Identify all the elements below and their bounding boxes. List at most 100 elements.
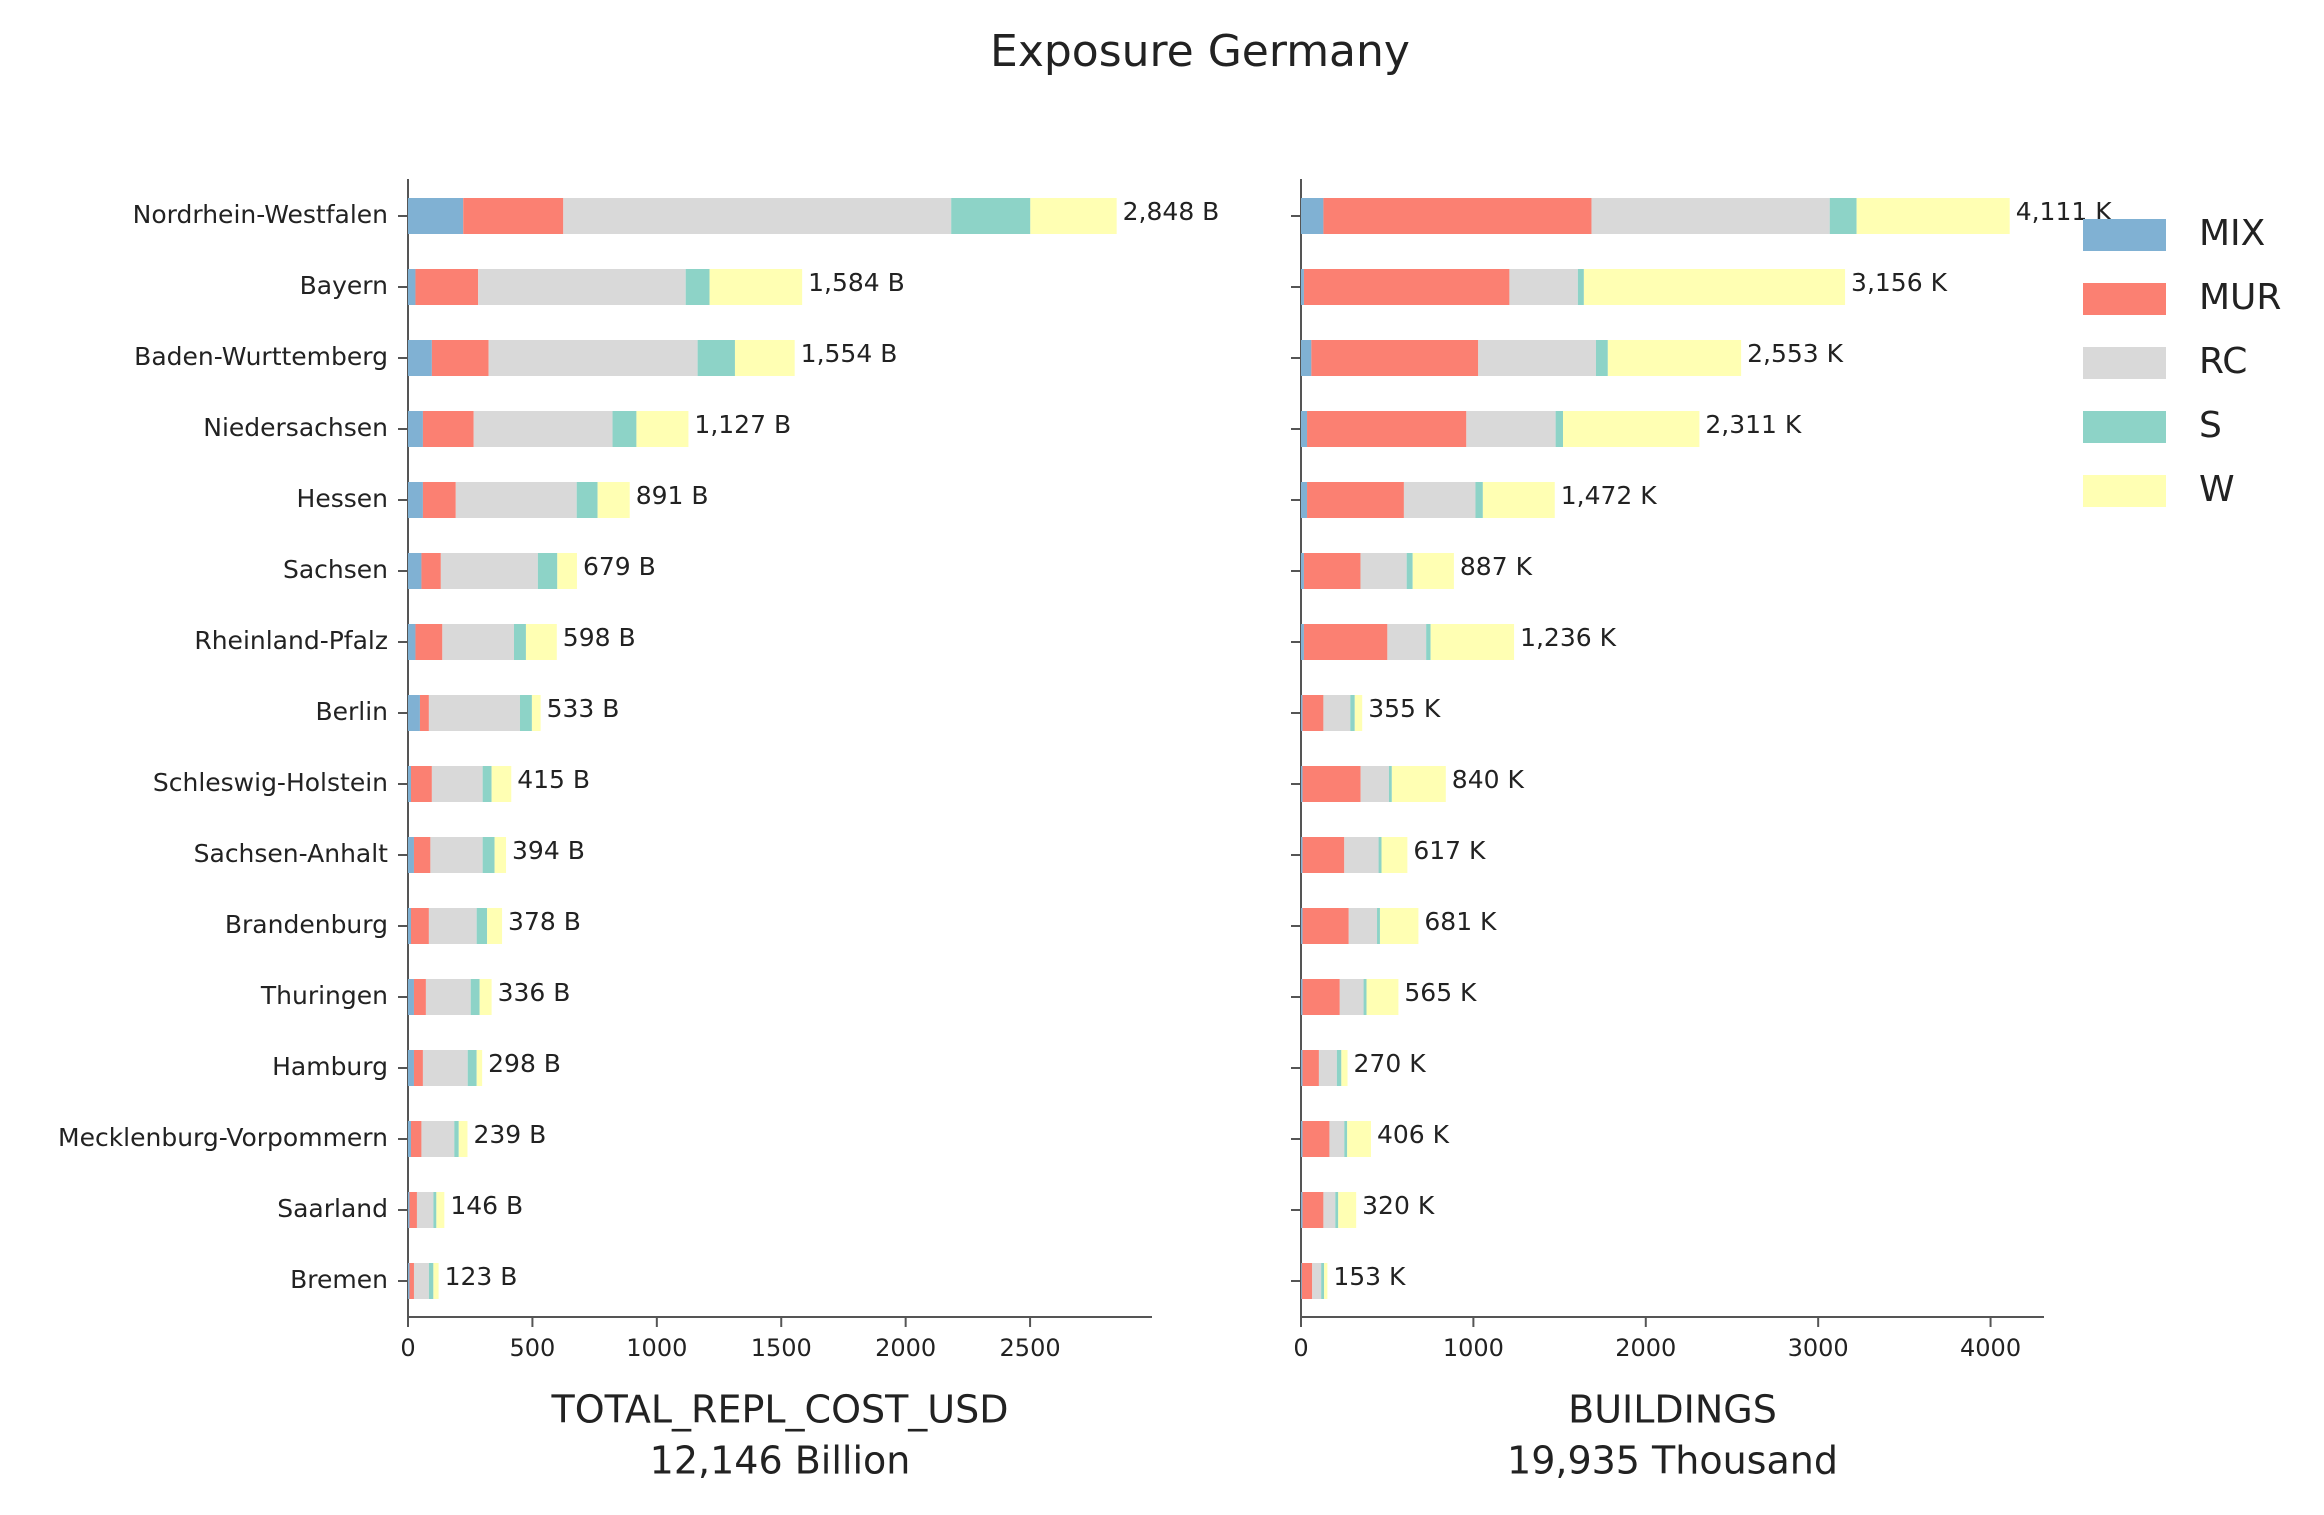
total-label: 679 B [583,552,656,581]
bar-segment [1321,1263,1325,1299]
bar-segment [455,482,577,518]
bar-segment [408,1192,410,1228]
total-label: 1,127 B [694,410,791,439]
bar-segment [1301,198,1324,234]
bar-segment [1301,766,1303,802]
bar-segment [563,198,952,234]
bar-segment [476,908,488,944]
chart-title: Exposure Germany [990,26,1410,77]
bar-segment [537,553,558,589]
bar-segment [1363,979,1367,1015]
bar-segment [1350,695,1355,731]
total-label: 394 B [512,836,585,865]
bar-segment [415,269,479,305]
x-axis-label: 19,935 Thousand [1507,1439,1838,1483]
x-axis-label: BUILDINGS [1568,1388,1777,1432]
bar-segment [1366,979,1399,1015]
bar-segment [410,908,429,944]
bar-segment [408,1121,411,1157]
bar-segment [709,269,803,305]
bar-segment [1339,979,1364,1015]
bar-segment [1302,1050,1319,1086]
bar-segment [436,1192,445,1228]
bar-segment [1426,624,1431,660]
y-tick-label: Hessen [297,484,388,513]
bar-segment [1301,1050,1303,1086]
total-label: 681 K [1424,907,1497,936]
bar-segment [1329,1121,1345,1157]
y-tick-label: Schleswig-Holstein [153,768,388,797]
bar-segment [408,1263,410,1299]
bar-segment [458,1121,468,1157]
bar-segment [1301,1263,1302,1299]
bar-segment [525,624,557,660]
total-label: 3,156 K [1851,268,1948,297]
bar-segment [421,553,441,589]
bar-segment [1856,198,2010,234]
total-label: 320 K [1362,1191,1435,1220]
total-label: 1,584 B [808,268,905,297]
bar-segment [1829,198,1857,234]
bar-segment [1412,553,1454,589]
bar-segment [1312,1263,1322,1299]
bar-segment [408,908,411,944]
bar-segment [478,269,686,305]
bar-segment [428,1263,434,1299]
bar-segment [428,695,520,731]
y-tick-label: Sachsen [283,555,388,584]
bar-segment [431,766,483,802]
x-tick-label: 4000 [1960,1334,2021,1362]
legend-swatch [2083,475,2166,507]
bar-segment [1302,1192,1324,1228]
bar-segment [1381,837,1408,873]
bar-segment [1430,624,1515,660]
bar-segment [408,1050,414,1086]
legend-label: MIX [2199,213,2265,254]
bar-segment [1555,411,1564,447]
bar-segment [454,1121,459,1157]
total-label: 298 B [488,1049,561,1078]
bar-segment [1307,482,1404,518]
bar-segment [1323,1192,1336,1228]
x-tick-label: 2000 [1615,1334,1676,1362]
bar-segment [1301,1121,1303,1157]
total-label: 617 K [1413,836,1486,865]
bar-segment [1302,908,1349,944]
bar-segment [1303,624,1388,660]
bar-segment [442,624,515,660]
total-label: 891 B [636,481,709,510]
legend-label: RC [2199,341,2247,382]
bar-segment [422,482,456,518]
bar-segment [1466,411,1556,447]
bar-segment [409,1263,414,1299]
bar-segment [463,198,564,234]
x-tick-label: 2500 [1000,1334,1061,1362]
x-tick-label: 2000 [875,1334,936,1362]
legend-swatch [2083,411,2166,443]
bar-segment [1607,340,1742,376]
bar-segment [1301,340,1312,376]
bar-segment [1406,553,1413,589]
total-label: 2,848 B [1123,197,1220,226]
bar-segment [1302,837,1345,873]
bar-segment [1318,1050,1337,1086]
bar-segment [1301,482,1308,518]
y-tick-label: Sachsen-Anhalt [194,839,389,868]
y-tick-label: Baden-Wurttemberg [134,342,388,371]
bar-segment [433,1263,439,1299]
bar-segment [1344,837,1379,873]
x-axis-label: TOTAL_REPL_COST_USD [550,1388,1008,1432]
bar-segment [685,269,710,305]
bar-segment [1302,979,1340,1015]
bar-segment [1403,482,1476,518]
bar-segment [1302,695,1324,731]
x-tick-label: 1000 [626,1334,687,1362]
total-label: 336 B [498,978,571,1007]
bar-segment [476,1050,483,1086]
bar-segment [1301,624,1304,660]
legend-swatch [2083,283,2166,315]
bar-segment [415,624,443,660]
legend-swatch [2083,347,2166,379]
bar-segment [422,411,474,447]
